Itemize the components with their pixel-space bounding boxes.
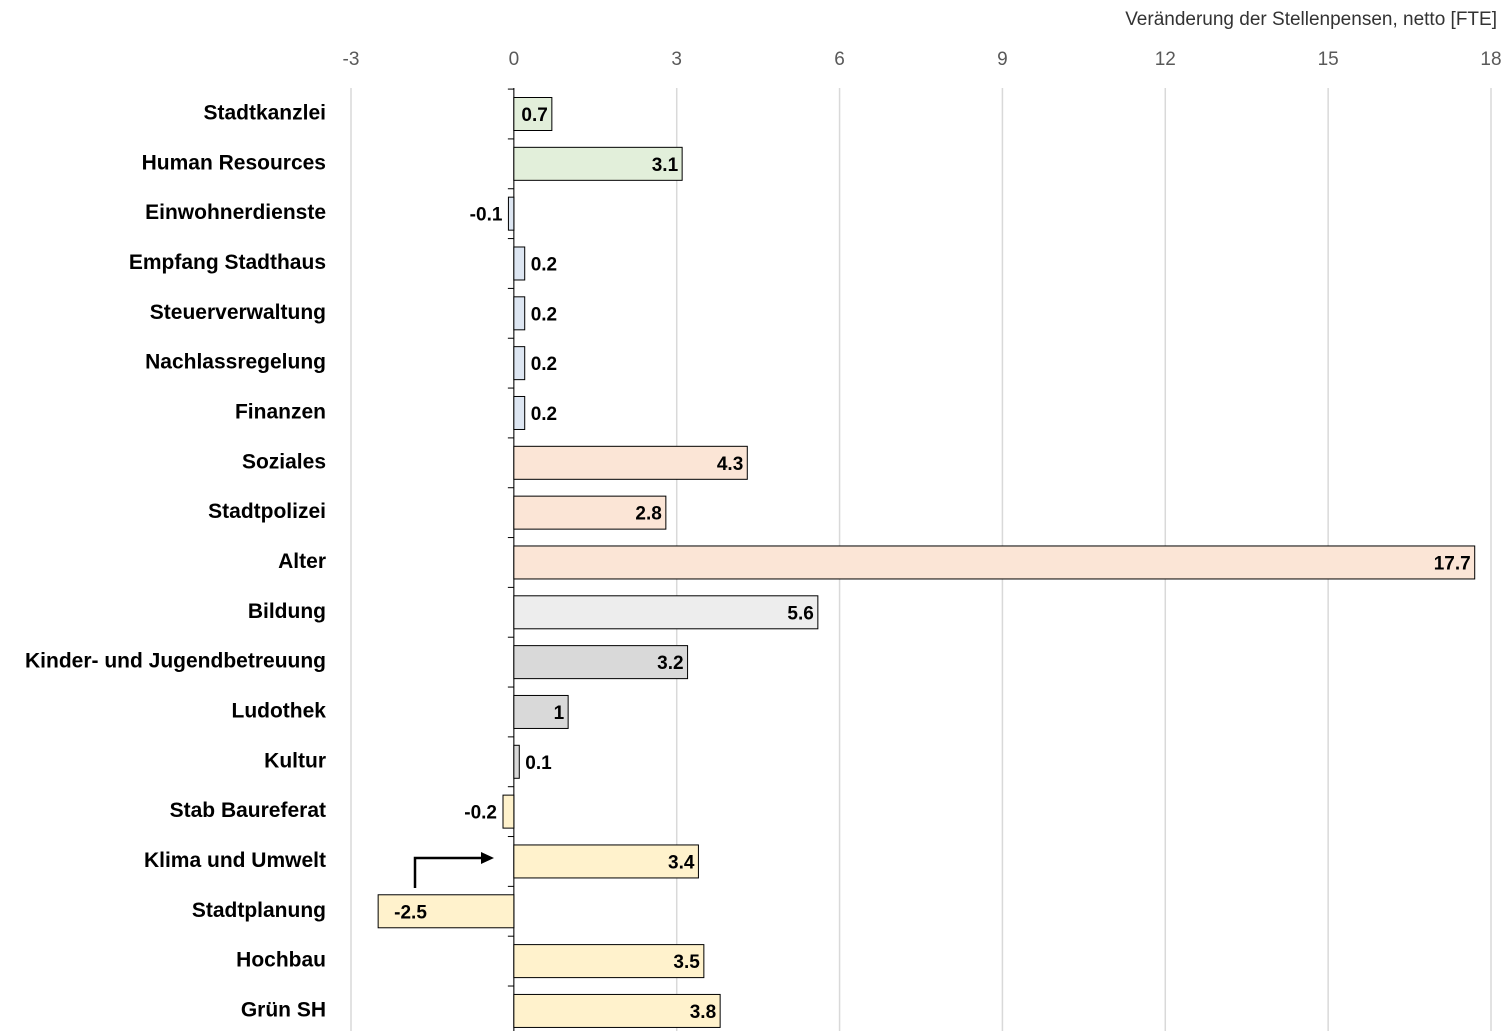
category-label: Finanzen — [235, 401, 326, 424]
category-label: Stadtplanung — [192, 899, 326, 922]
x-tick-label: 15 — [1318, 49, 1339, 70]
value-label: 3.5 — [673, 952, 700, 973]
category-label: Hochbau — [236, 949, 326, 972]
value-label: 0.1 — [525, 753, 552, 774]
bar — [513, 146, 683, 181]
value-label: 0.2 — [531, 255, 557, 276]
category-label: Bildung — [248, 600, 326, 623]
value-label: 3.1 — [652, 155, 679, 176]
bar — [513, 993, 721, 1028]
category-label: Kinder- und Jugendbetreuung — [25, 650, 326, 673]
value-label: 3.4 — [668, 852, 695, 873]
bar — [513, 346, 526, 381]
value-label: 3.2 — [657, 653, 683, 674]
value-label: 2.8 — [635, 504, 661, 525]
category-label: Stab Baureferat — [170, 799, 326, 822]
value-label: 3.8 — [690, 1002, 716, 1023]
value-label: -2.5 — [394, 902, 427, 923]
value-label: 17.7 — [1434, 553, 1471, 574]
bar — [513, 296, 526, 331]
axis-title: Veränderung der Stellenpensen, netto [FT… — [1125, 9, 1497, 30]
x-tick-label: 9 — [997, 49, 1008, 70]
bar — [507, 196, 515, 231]
bar — [513, 744, 520, 779]
x-tick-label: -3 — [343, 49, 360, 70]
category-label: Human Resources — [142, 151, 326, 174]
bar — [513, 595, 819, 630]
category-label: Alter — [278, 550, 326, 573]
bar — [502, 794, 515, 829]
annotation-arrow — [413, 856, 482, 888]
value-label: 0.2 — [531, 404, 557, 425]
bar — [513, 545, 1476, 580]
value-label: -0.2 — [464, 803, 497, 824]
x-tick-label: 0 — [509, 49, 520, 70]
x-tick-label: 18 — [1480, 49, 1501, 70]
x-tick-label: 12 — [1155, 49, 1176, 70]
bar — [513, 395, 526, 430]
category-label: Stadtkanzlei — [203, 102, 326, 125]
bar — [513, 445, 748, 480]
category-label: Klima und Umwelt — [144, 849, 326, 872]
category-label: Einwohnerdienste — [145, 201, 326, 224]
bar — [513, 694, 569, 729]
bar — [513, 495, 667, 530]
value-label: 0.2 — [531, 304, 557, 325]
value-label: -0.1 — [470, 205, 503, 226]
bar — [513, 645, 689, 680]
bar — [513, 944, 705, 979]
x-tick-label: 3 — [671, 49, 682, 70]
category-label: Stadtpolizei — [208, 500, 326, 523]
category-label: Nachlassregelung — [145, 351, 326, 374]
category-label: Kultur — [264, 749, 326, 772]
value-label: 0.2 — [531, 354, 557, 375]
value-label: 1 — [554, 703, 565, 724]
bar — [513, 844, 699, 879]
value-label: 4.3 — [717, 454, 743, 475]
annotation-arrowhead — [481, 852, 494, 864]
category-label: Empfang Stadthaus — [129, 251, 326, 274]
category-label: Grün SH — [241, 998, 326, 1021]
category-label: Soziales — [242, 450, 326, 473]
category-label: Steuerverwaltung — [150, 301, 326, 324]
bar — [377, 894, 515, 929]
category-label: Ludothek — [232, 700, 327, 723]
value-label: 5.6 — [787, 603, 813, 624]
value-label: 0.7 — [521, 105, 547, 126]
x-tick-label: 6 — [834, 49, 845, 70]
bar — [513, 246, 526, 281]
bar — [513, 97, 553, 131]
